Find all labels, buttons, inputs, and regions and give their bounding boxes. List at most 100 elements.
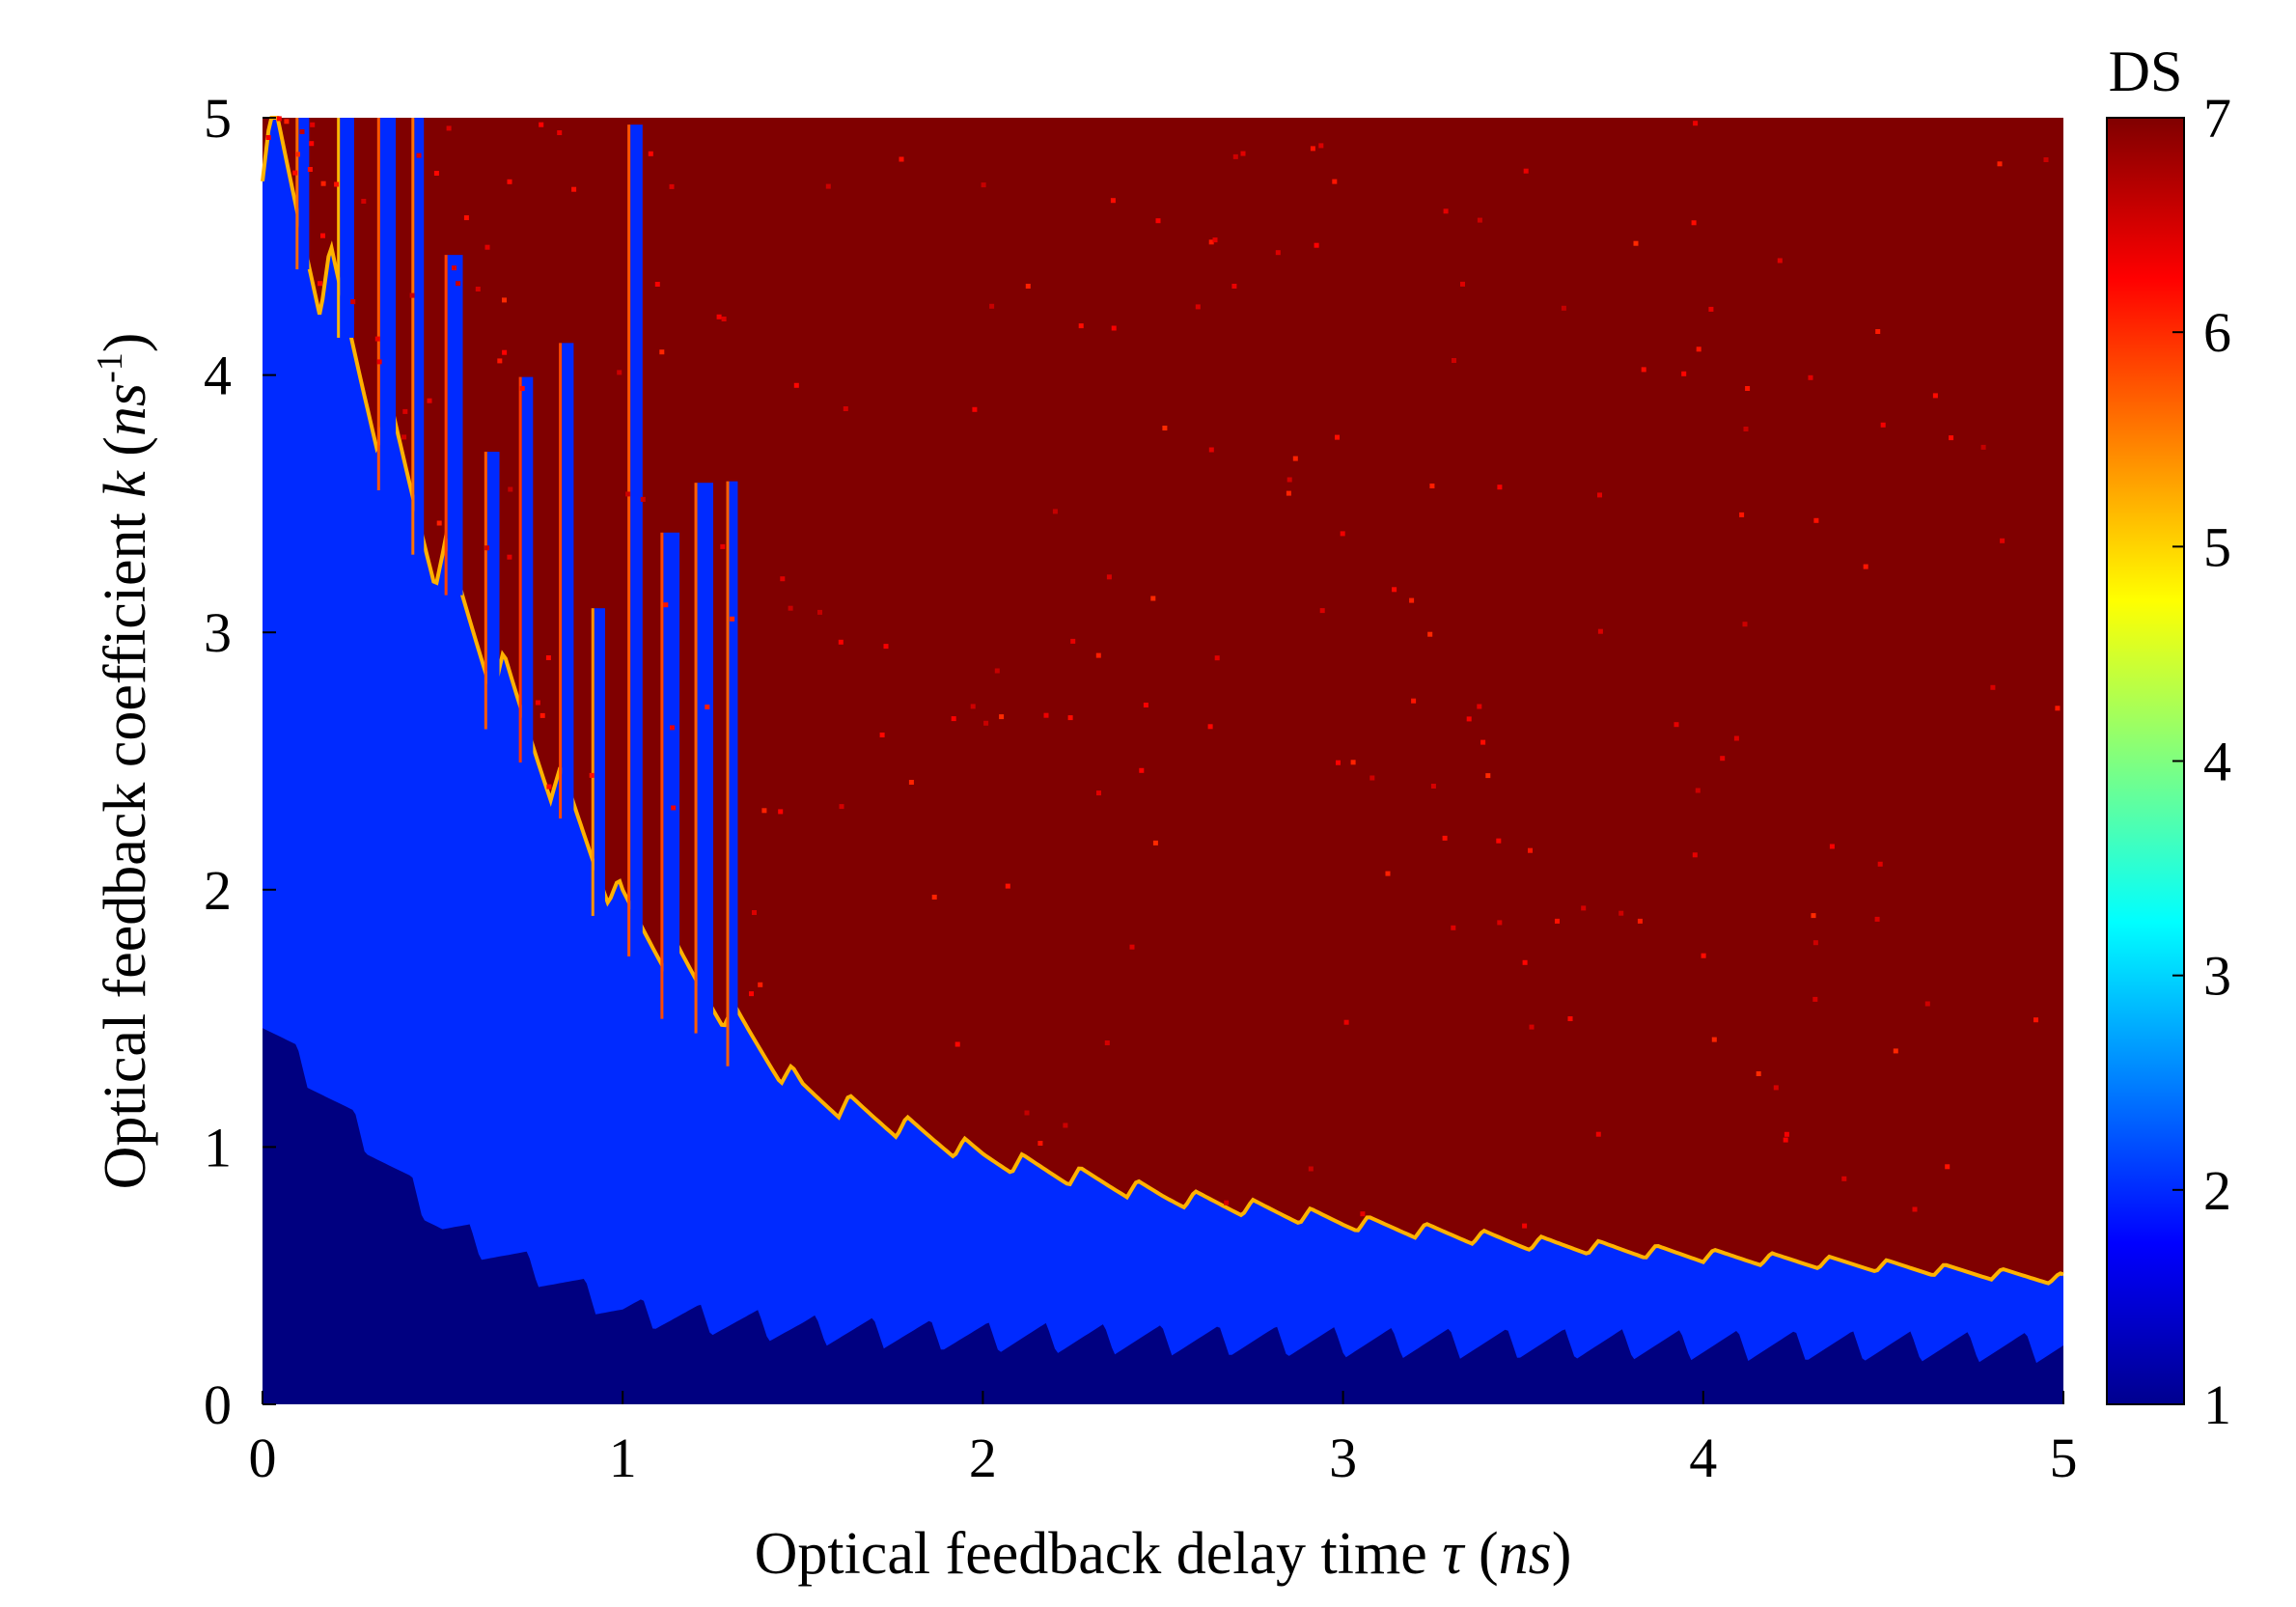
- x-tick-label: 3: [1329, 1427, 1357, 1489]
- colorbar-tick-label: 1: [2203, 1373, 2231, 1436]
- heatmap-speckle: [1208, 447, 1214, 453]
- y-axis-label-unit: ns: [93, 383, 158, 436]
- heatmap-speckle: [1743, 427, 1749, 431]
- heatmap-speckle: [507, 179, 512, 184]
- x-tick-label: 1: [609, 1427, 637, 1489]
- heatmap-speckle: [433, 171, 439, 176]
- heatmap-speckle: [1308, 1166, 1314, 1172]
- heatmap-stripe: [340, 118, 354, 338]
- heatmap-speckle: [1111, 325, 1117, 331]
- y-tick-label: 4: [204, 345, 232, 407]
- heatmap-speckle: [1332, 179, 1338, 184]
- heatmap-speckle: [669, 183, 675, 189]
- heatmap-speckle: [1745, 386, 1751, 391]
- heatmap-speckle: [899, 156, 904, 162]
- heatmap-speckle: [793, 382, 799, 388]
- heatmap-speckle: [1477, 704, 1482, 709]
- heatmap-speckle: [1139, 767, 1145, 773]
- heatmap-speckle: [1275, 250, 1281, 256]
- heatmap-speckle: [1783, 1137, 1788, 1143]
- heatmap-speckle: [659, 349, 665, 355]
- heatmap-speckle: [1681, 371, 1687, 376]
- heatmap-speckle: [1005, 883, 1010, 889]
- heatmap-speckle: [402, 408, 408, 414]
- heatmap-speckle: [1427, 631, 1433, 637]
- heatmap-speckle: [1207, 724, 1213, 730]
- heatmap-speckle: [539, 122, 544, 127]
- heatmap-stripe-edge: [518, 376, 522, 763]
- heatmap-speckle: [446, 125, 452, 131]
- heatmap-stripe: [663, 532, 680, 1019]
- heatmap-speckle: [721, 317, 727, 321]
- heatmap-speckle: [1129, 944, 1135, 950]
- heatmap-speckle: [1224, 1200, 1230, 1205]
- heatmap-speckle: [1150, 596, 1156, 601]
- y-axis-label-unit-close: ): [93, 333, 158, 353]
- heatmap-speckle: [1695, 788, 1701, 793]
- heatmap-speckle: [1912, 1206, 1918, 1212]
- heatmap-speckle: [1711, 1037, 1717, 1042]
- heatmap-speckle: [1497, 920, 1503, 926]
- heatmap-speckle: [1360, 1211, 1366, 1217]
- heatmap-speckle: [1522, 1223, 1528, 1229]
- heatmap-speckle: [1945, 1164, 1950, 1170]
- heatmap-speckle: [1877, 861, 1883, 867]
- heatmap-speckle: [817, 609, 822, 615]
- heatmap-speckle: [519, 386, 525, 391]
- heatmap-speckle: [1195, 304, 1201, 310]
- heatmap-speckle: [780, 576, 786, 582]
- heatmap-speckle: [1152, 840, 1158, 845]
- colorbar-tick-label: 5: [2203, 515, 2231, 578]
- heatmap-speckle: [1443, 208, 1449, 214]
- heatmap-speckle: [663, 602, 669, 608]
- heatmap-speckle: [972, 406, 978, 412]
- heatmap-stripe-edge: [694, 483, 698, 1034]
- heatmap-speckle: [456, 281, 461, 287]
- heatmap-speckle: [838, 639, 844, 645]
- heatmap-speckle: [1143, 703, 1148, 707]
- heatmap-speckle: [883, 644, 889, 650]
- heatmap-speckle: [1875, 329, 1881, 334]
- heatmap-speckle: [778, 809, 784, 815]
- heatmap-speckle: [1841, 1176, 1847, 1181]
- heatmap-speckle: [1811, 913, 1816, 919]
- x-axis-label: Optical feedback delay time τ (ns): [755, 1521, 1572, 1587]
- heatmap-stripe-edge: [726, 481, 730, 1067]
- heatmap-speckle: [502, 349, 508, 355]
- heatmap-speckle: [1286, 477, 1292, 483]
- heatmap-speckle: [318, 281, 322, 287]
- heatmap-speckle: [1106, 574, 1112, 580]
- heatmap-speckle: [1314, 242, 1319, 248]
- x-axis-label-unit-open: (: [1463, 1521, 1498, 1587]
- heatmap-stripe-edge: [591, 608, 595, 916]
- heatmap-speckle: [749, 991, 754, 997]
- heatmap-speckle: [788, 605, 793, 611]
- x-tick-label: 4: [1689, 1427, 1717, 1489]
- heatmap-speckle: [1581, 905, 1587, 911]
- heatmap-speckle: [994, 668, 1000, 674]
- x-axis-label-symbol: τ: [1442, 1521, 1466, 1587]
- heatmap-speckle: [1286, 490, 1291, 496]
- heatmap-speckle: [1813, 517, 1819, 523]
- heatmap-speckle: [1924, 1001, 1930, 1007]
- heatmap-speckle: [1155, 218, 1161, 224]
- heatmap-speckle: [484, 545, 490, 551]
- heatmap-speckle: [1567, 1016, 1573, 1021]
- heatmap-speckle: [416, 152, 422, 158]
- heatmap-speckle: [299, 129, 305, 134]
- heatmap-speckle: [1733, 735, 1739, 741]
- heatmap-speckle: [1990, 684, 1996, 690]
- heatmap-stripe: [562, 343, 574, 819]
- heatmap-speckle: [839, 804, 844, 810]
- colorbar-title: DS: [2109, 40, 2183, 103]
- heatmap-speckle: [1319, 608, 1325, 614]
- heatmap-speckle: [545, 655, 551, 660]
- heatmap-speckle: [989, 303, 995, 309]
- heatmap-speckle: [436, 520, 442, 526]
- y-tick-label: 2: [204, 859, 232, 922]
- heatmap-speckle: [1063, 1122, 1068, 1128]
- heatmap-speckle: [1529, 1024, 1535, 1030]
- heatmap-speckle: [539, 712, 545, 718]
- heatmap-speckle: [1429, 484, 1435, 488]
- heatmap-speckle: [401, 434, 407, 440]
